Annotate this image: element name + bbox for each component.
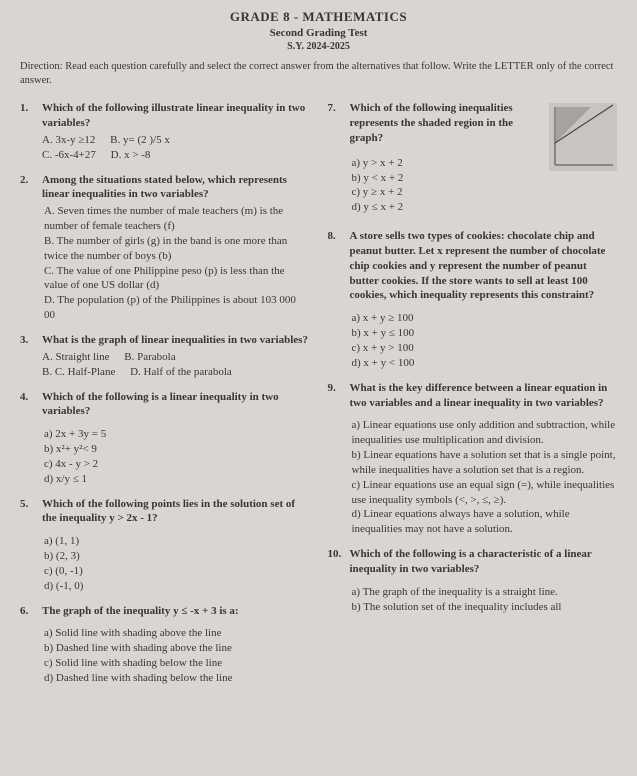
- q5-opt-c: c) (0, -1): [42, 564, 310, 579]
- question-9: 9. What is the key difference between a …: [328, 381, 618, 537]
- q9-text: What is the key difference between a lin…: [350, 381, 618, 411]
- question-4: 4. Which of the following is a linear in…: [20, 390, 310, 487]
- question-8: 8. A store sells two types of cookies: c…: [328, 229, 618, 371]
- question-2: 2. Among the situations stated below, wh…: [20, 173, 310, 323]
- q3-body: What is the graph of linear inequalities…: [42, 333, 310, 380]
- left-column: 1. Which of the following illustrate lin…: [20, 101, 310, 696]
- q2-opt-c: C. The value of one Philippine peso (p) …: [42, 264, 310, 294]
- q2-options: A. Seven times the number of male teache…: [42, 204, 310, 323]
- q7-opt-d: d) y ≤ x + 2: [350, 200, 618, 215]
- q2-number: 2.: [20, 173, 34, 323]
- q5-text: Which of the following points lies in th…: [42, 497, 310, 527]
- q9-opt-d: d) Linear equations always have a soluti…: [350, 507, 618, 537]
- q7-body: Which of the following inequalities repr…: [350, 101, 618, 215]
- q4-opt-d: d) x/y ≤ 1: [42, 472, 310, 487]
- q9-options: a) Linear equations use only addition an…: [350, 418, 618, 537]
- q7-graph: [549, 103, 617, 171]
- question-6: 6. The graph of the inequality y ≤ -x + …: [20, 604, 310, 686]
- q7-opt-b: b) y < x + 2: [350, 171, 618, 186]
- q9-opt-a: a) Linear equations use only addition an…: [350, 418, 618, 448]
- q5-body: Which of the following points lies in th…: [42, 497, 310, 594]
- right-column: 7. Which of the following inequalities r…: [328, 101, 618, 696]
- q5-opt-a: a) (1, 1): [42, 534, 310, 549]
- graph-svg: [549, 103, 617, 171]
- q1-number: 1.: [20, 101, 34, 162]
- q3-text: What is the graph of linear inequalities…: [42, 333, 310, 348]
- q2-body: Among the situations stated below, which…: [42, 173, 310, 323]
- q3-opt-c: B. C. Half-Plane: [42, 365, 115, 380]
- q3-number: 3.: [20, 333, 34, 380]
- q4-opt-b: b) x²+ y²< 9: [42, 442, 310, 457]
- q3-options: A. Straight line B. Parabola B. C. Half-…: [42, 350, 310, 380]
- q3-opt-b: B. Parabola: [124, 350, 175, 365]
- q9-opt-c: c) Linear equations use an equal sign (=…: [350, 478, 618, 508]
- title: GRADE 8 - MATHEMATICS: [20, 8, 617, 26]
- q10-opt-a: a) The graph of the inequality is a stra…: [350, 585, 618, 600]
- q1-opt-c: C. -6x-4+27: [42, 148, 96, 163]
- q4-text: Which of the following is a linear inequ…: [42, 390, 310, 420]
- q4-opt-c: c) 4x - y > 2: [42, 457, 310, 472]
- q5-opt-b: b) (2, 3): [42, 549, 310, 564]
- q2-opt-a: A. Seven times the number of male teache…: [42, 204, 310, 234]
- q8-body: A store sells two types of cookies: choc…: [350, 229, 618, 371]
- q5-number: 5.: [20, 497, 34, 594]
- q10-number: 10.: [328, 547, 342, 614]
- test-header: GRADE 8 - MATHEMATICS Second Grading Tes…: [20, 8, 617, 54]
- q10-options: a) The graph of the inequality is a stra…: [350, 585, 618, 615]
- q7-opt-c: c) y ≥ x + 2: [350, 185, 618, 200]
- q6-opt-a: a) Solid line with shading above the lin…: [42, 626, 310, 641]
- q6-opt-b: b) Dashed line with shading above the li…: [42, 641, 310, 656]
- q6-body: The graph of the inequality y ≤ -x + 3 i…: [42, 604, 310, 686]
- question-5: 5. Which of the following points lies in…: [20, 497, 310, 594]
- q2-opt-d: D. The population (p) of the Philippines…: [42, 293, 310, 323]
- q6-text: The graph of the inequality y ≤ -x + 3 i…: [42, 604, 310, 619]
- q1-opt-b: B. y= (2 )/5 x: [110, 133, 170, 148]
- q8-opt-b: b) x + y ≤ 100: [350, 326, 618, 341]
- q6-options: a) Solid line with shading above the lin…: [42, 626, 310, 685]
- school-year: S.Y. 2024-2025: [20, 40, 617, 54]
- q1-opt-d: D. x > -8: [111, 148, 151, 163]
- q6-opt-d: d) Dashed line with shading below the li…: [42, 671, 310, 686]
- q2-text: Among the situations stated below, which…: [42, 173, 310, 203]
- q5-options: a) (1, 1) b) (2, 3) c) (0, -1) d) (-1, 0…: [42, 534, 310, 593]
- q4-body: Which of the following is a linear inequ…: [42, 390, 310, 487]
- q1-opt-a: A. 3x-y ≥12: [42, 133, 95, 148]
- q1-text: Which of the following illustrate linear…: [42, 101, 310, 131]
- q8-options: a) x + y ≥ 100 b) x + y ≤ 100 c) x + y >…: [350, 311, 618, 370]
- q5-opt-d: d) (-1, 0): [42, 579, 310, 594]
- question-columns: 1. Which of the following illustrate lin…: [20, 101, 617, 696]
- question-1: 1. Which of the following illustrate lin…: [20, 101, 310, 162]
- q6-number: 6.: [20, 604, 34, 686]
- q6-opt-c: c) Solid line with shading below the lin…: [42, 656, 310, 671]
- q3-opt-d: D. Half of the parabola: [130, 365, 232, 380]
- q9-opt-b: b) Linear equations have a solution set …: [350, 448, 618, 478]
- q2-opt-b: B. The number of girls (g) in the band i…: [42, 234, 310, 264]
- q10-text: Which of the following is a characterist…: [350, 547, 618, 577]
- q10-opt-b: b) The solution set of the inequality in…: [350, 600, 618, 615]
- q8-text: A store sells two types of cookies: choc…: [350, 229, 618, 303]
- q7-number: 7.: [328, 101, 342, 215]
- q4-opt-a: a) 2x + 3y = 5: [42, 427, 310, 442]
- q8-opt-c: c) x + y > 100: [350, 341, 618, 356]
- q8-number: 8.: [328, 229, 342, 371]
- question-3: 3. What is the graph of linear inequalit…: [20, 333, 310, 380]
- q3-opt-a: A. Straight line: [42, 350, 110, 365]
- question-10: 10. Which of the following is a characte…: [328, 547, 618, 614]
- subtitle: Second Grading Test: [20, 26, 617, 41]
- direction-text: Direction: Read each question carefully …: [20, 60, 617, 87]
- q10-body: Which of the following is a characterist…: [350, 547, 618, 614]
- q8-opt-d: d) x + y < 100: [350, 356, 618, 371]
- q1-options: A. 3x-y ≥12 B. y= (2 )/5 x C. -6x-4+27 D…: [42, 133, 310, 163]
- q8-opt-a: a) x + y ≥ 100: [350, 311, 618, 326]
- q9-body: What is the key difference between a lin…: [350, 381, 618, 537]
- q4-number: 4.: [20, 390, 34, 487]
- question-7: 7. Which of the following inequalities r…: [328, 101, 618, 215]
- q9-number: 9.: [328, 381, 342, 537]
- q1-body: Which of the following illustrate linear…: [42, 101, 310, 162]
- q4-options: a) 2x + 3y = 5 b) x²+ y²< 9 c) 4x - y > …: [42, 427, 310, 486]
